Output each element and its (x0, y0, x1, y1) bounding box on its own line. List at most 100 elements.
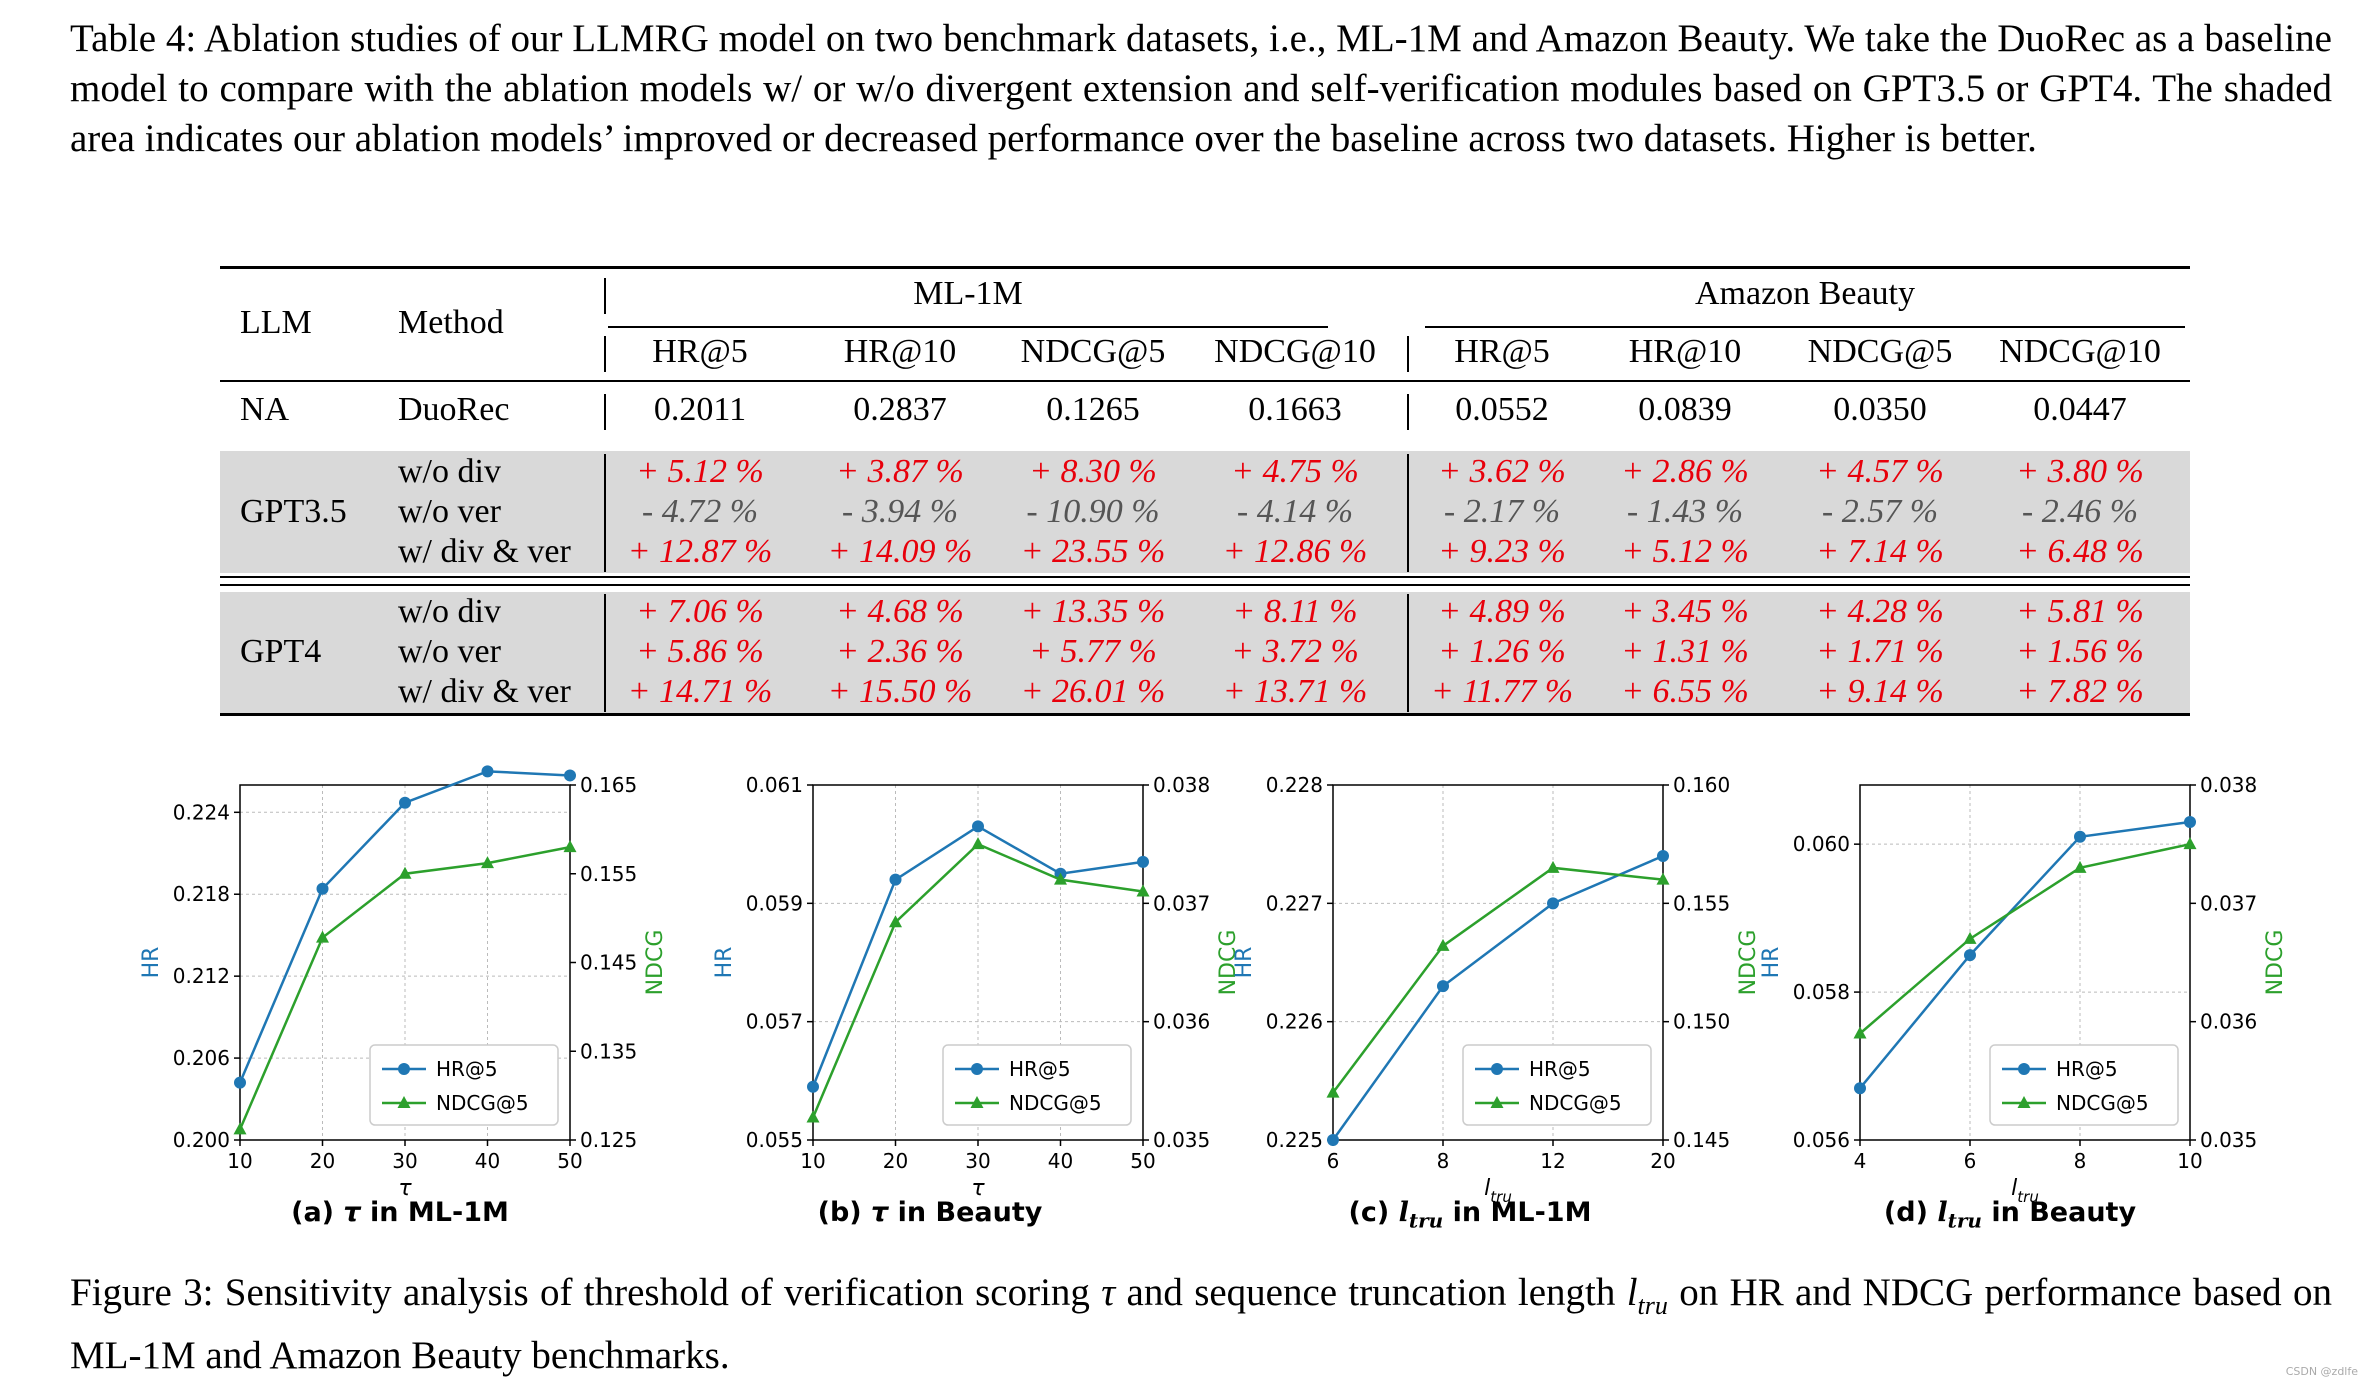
baseline-method: DuoRec (398, 391, 510, 428)
row-value: - 10.90 % (1026, 493, 1160, 530)
subcaption-c: (c) ltru in ML-1M (1348, 1197, 1592, 1233)
row-value: + 4.28 % (1816, 593, 1944, 630)
data-point-hr (1137, 855, 1149, 868)
left-tick-label: 0.061 (746, 773, 803, 797)
x-tick-label: 50 (557, 1149, 582, 1173)
vbar (604, 394, 606, 430)
row-value: + 1.26 % (1438, 633, 1566, 670)
legend-marker (1491, 1063, 1503, 1075)
legend-marker (398, 1063, 410, 1075)
row-value: + 5.12 % (1621, 533, 1749, 570)
plot-frame (1859, 784, 2191, 1141)
chart-ltru-beauty: 0.056 0.058 0.060 0.035 0.036 0.037 0.038 4 6 8 10… (1759, 773, 2288, 1206)
right-tick-label: 0.036 (2200, 1010, 2257, 1034)
row-value: - 2.57 % (1821, 493, 1939, 530)
row-value: - 3.94 % (841, 493, 959, 530)
subcaption-a: (a) τ in ML-1M (291, 1197, 509, 1228)
baseline-value: 0.0839 (1638, 391, 1732, 428)
row-value: + 8.30 % (1029, 453, 1157, 490)
row-method: w/o div (398, 453, 501, 490)
left-tick-label: 0.206 (173, 1046, 230, 1070)
row-method: w/o div (398, 593, 501, 630)
plot-frame (1332, 784, 1664, 1141)
series-line-hr (1331, 854, 1664, 1141)
data-point-ndcg (481, 856, 494, 869)
x-tick-label: 10 (800, 1149, 825, 1173)
legend-marker (970, 1096, 984, 1108)
subcaption-b: (b) τ in Beauty (817, 1197, 1043, 1228)
subcaption-d: (d) ltru in Beauty (1883, 1197, 2137, 1233)
block-rule-1 (220, 576, 2190, 578)
x-tick-label: 10 (227, 1149, 252, 1173)
legend-marker (2017, 1096, 2031, 1108)
data-point-hr (2184, 815, 2196, 828)
series-line-hr (238, 770, 571, 1084)
row-value: + 3.62 % (1438, 453, 1566, 490)
row-value: + 14.09 % (827, 533, 973, 570)
data-point-ndcg (316, 930, 329, 943)
left-tick-label: 0.200 (173, 1128, 230, 1152)
right-tick-label: 0.035 (2200, 1128, 2257, 1152)
x-tick-label: 20 (310, 1149, 335, 1173)
left-tick-label: 0.228 (1266, 773, 1323, 797)
row-value: - 4.72 % (641, 493, 759, 530)
row-value: + 9.14 % (1816, 673, 1944, 710)
bottom-rule (220, 713, 2190, 716)
data-point-ndcg (1963, 931, 1977, 944)
data-point-hr (1327, 1134, 1339, 1146)
left-tick-label: 0.060 (1793, 832, 1850, 856)
group-rule-ml1m (608, 326, 1328, 328)
data-point-ndcg (1136, 884, 1150, 897)
row-method: w/o ver (398, 493, 501, 530)
left-axis-label: HR (712, 947, 737, 979)
right-axis-label: NDCG (1216, 930, 1241, 996)
baseline-value: 0.1663 (1248, 391, 1342, 428)
row-value: + 1.31 % (1621, 633, 1749, 670)
data-point-hr (564, 769, 576, 782)
row-value: + 2.86 % (1621, 453, 1749, 490)
legend-label: HR@5 (1009, 1057, 1071, 1081)
x-tick-label: 8 (2074, 1149, 2087, 1173)
left-tick-label: 0.055 (746, 1128, 803, 1152)
legend-label: NDCG@5 (1009, 1091, 1102, 1115)
data-point-hr (1657, 850, 1669, 862)
chart-tau-beauty: 0.055 0.057 0.059 0.061 0.035 0.036 0.037 0.038… (712, 773, 1241, 1201)
x-tick-label: 4 (1854, 1149, 1867, 1173)
data-point-ndcg (233, 1122, 247, 1135)
right-tick-label: 0.165 (580, 773, 637, 797)
data-point-hr (807, 1080, 819, 1093)
figure-caption: Figure 3: Sensitivity analysis of thresh… (70, 1271, 2332, 1377)
row-value: + 6.48 % (2016, 533, 2144, 570)
chart-tau-ml1m: 0.200 0.206 0.212 0.218 0.224 0.125 0.135 0.145… (139, 765, 668, 1201)
row-value: + 7.14 % (1816, 533, 1944, 570)
header-beauty: Amazon Beauty (1695, 275, 1915, 312)
x-tick-label: 50 (1130, 1149, 1155, 1173)
data-point-ndcg (1853, 1026, 1867, 1039)
ablation-table: LLM Method ML-1M Amazon Beauty HR@5 HR@10 NDCG… (220, 266, 2190, 716)
row-value: + 11.77 % (1430, 673, 1574, 710)
data-point-ndcg (1054, 872, 1067, 885)
row-value: + 3.45 % (1621, 593, 1749, 630)
vbar (604, 594, 606, 712)
right-tick-label: 0.037 (1153, 891, 1210, 915)
data-point-ndcg (1656, 872, 1670, 885)
vbar (1407, 594, 1409, 712)
x-tick-label: 10 (2177, 1149, 2202, 1173)
row-method: w/o ver (398, 633, 501, 670)
left-tick-label: 0.056 (1793, 1128, 1850, 1152)
right-tick-label: 0.150 (1673, 1010, 1730, 1034)
left-tick-label: 0.058 (1793, 980, 1850, 1004)
chart-ltru-ml1m: 0.225 0.226 0.227 0.228 0.145 0.150 0.155 0.160… (1232, 773, 1761, 1206)
legend-marker (2018, 1063, 2030, 1075)
row-value: - 1.43 % (1626, 493, 1744, 530)
row-value: + 5.86 % (636, 633, 764, 670)
header-metric: HR@5 (652, 333, 748, 370)
baseline-value: 0.2837 (853, 391, 947, 428)
header-metric: NDCG@10 (1214, 333, 1376, 370)
vbar (1407, 336, 1409, 372)
legend-box (1462, 1044, 1652, 1126)
row-value: + 5.12 % (636, 453, 764, 490)
left-tick-label: 0.057 (746, 1010, 803, 1034)
vbar (604, 454, 606, 572)
header-metric: NDCG@5 (1807, 333, 1953, 370)
